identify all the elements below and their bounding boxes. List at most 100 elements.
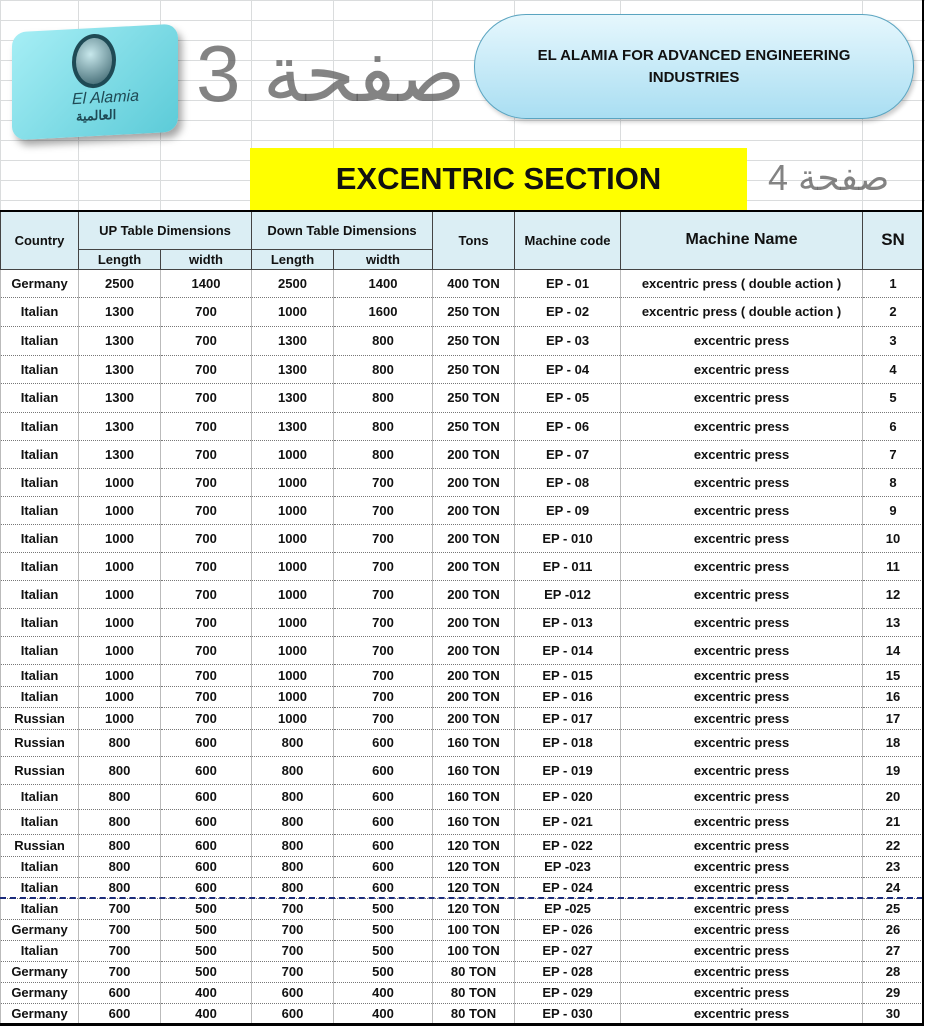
cell-sn: 21 — [862, 808, 925, 835]
cell-machine-code: EP - 08 — [514, 467, 622, 497]
cell-up-length: 800 — [78, 755, 161, 785]
cell-up-length: 800 — [78, 808, 161, 835]
cell-up-length: 700 — [78, 960, 161, 983]
cell-up-length: 1000 — [78, 635, 161, 665]
cell-down-width: 700 — [333, 706, 434, 730]
cell-sn: 9 — [862, 495, 925, 525]
cell-machine-code: EP - 030 — [514, 1002, 622, 1025]
cell-down-length: 800 — [251, 855, 335, 878]
cell-down-width: 600 — [333, 755, 434, 785]
cell-sn: 27 — [862, 939, 925, 962]
cell-country: Russian — [0, 728, 79, 757]
cell-down-length: 1000 — [251, 495, 335, 525]
cell-tons: 200 TON — [432, 551, 516, 581]
cell-down-length: 1000 — [251, 439, 335, 469]
cell-machine-code: EP - 06 — [514, 411, 622, 441]
cell-down-length: 1000 — [251, 551, 335, 581]
page-break-line — [0, 897, 923, 899]
cell-machine-name: excentric press — [620, 1002, 864, 1025]
cell-machine-name: excentric press — [620, 411, 864, 441]
cell-machine-name: excentric press — [620, 808, 864, 835]
table-row: Italian 700 500 700 500 100 TON EP - 027 excent… — [0, 939, 925, 962]
cell-machine-name: excentric press — [620, 855, 864, 878]
cell-machine-code: EP - 011 — [514, 551, 622, 581]
cell-machine-name: excentric press — [620, 876, 864, 899]
cell-tons: 400 TON — [432, 268, 516, 298]
cell-down-length: 1000 — [251, 685, 335, 708]
cell-up-width: 700 — [159, 495, 253, 525]
cell-up-width: 600 — [159, 855, 253, 878]
cell-up-length: 800 — [78, 833, 161, 857]
cell-down-width: 500 — [333, 939, 434, 962]
table-row: Germany 2500 1400 2500 1400 400 TON EP - 01 exc… — [0, 268, 925, 298]
cell-down-width: 1400 — [333, 268, 434, 298]
cell-up-width: 700 — [159, 382, 253, 413]
cell-up-length: 1000 — [78, 523, 161, 553]
cell-down-width: 800 — [333, 411, 434, 441]
cell-tons: 200 TON — [432, 635, 516, 665]
cell-tons: 200 TON — [432, 495, 516, 525]
cell-up-length: 800 — [78, 728, 161, 757]
cell-sn: 6 — [862, 411, 925, 441]
cell-up-length: 1000 — [78, 663, 161, 687]
header-sn: SN — [862, 210, 925, 270]
cell-country: Italian — [0, 685, 79, 708]
cell-machine-name: excentric press — [620, 439, 864, 469]
cell-country: Italian — [0, 876, 79, 899]
cell-down-width: 500 — [333, 918, 434, 941]
header-tons: Tons — [432, 210, 516, 270]
cell-down-length: 1000 — [251, 467, 335, 497]
cell-tons: 200 TON — [432, 467, 516, 497]
cell-down-width: 700 — [333, 579, 434, 609]
header-machine-name: Machine Name — [620, 210, 864, 270]
cell-machine-name: excentric press — [620, 918, 864, 941]
cell-sn: 30 — [862, 1002, 925, 1025]
cell-up-length: 700 — [78, 939, 161, 962]
table-row: Italian 1000 700 1000 700 200 TON EP -012 excen… — [0, 579, 925, 609]
cell-tons: 250 TON — [432, 382, 516, 413]
cell-sn: 7 — [862, 439, 925, 469]
cell-machine-name: excentric press — [620, 382, 864, 413]
cell-machine-name: excentric press — [620, 981, 864, 1004]
header-down-width: width — [333, 248, 434, 270]
cell-country: Russian — [0, 833, 79, 857]
cell-down-length: 700 — [251, 960, 335, 983]
cell-machine-code: EP - 03 — [514, 325, 622, 356]
cell-tons: 250 TON — [432, 325, 516, 356]
cell-tons: 80 TON — [432, 1002, 516, 1025]
cell-machine-code: EP - 022 — [514, 833, 622, 857]
cell-down-length: 1000 — [251, 523, 335, 553]
cell-country: Italian — [0, 663, 79, 687]
table-row: Russian 800 600 800 600 160 TON EP - 019 excent… — [0, 755, 925, 785]
cell-tons: 160 TON — [432, 755, 516, 785]
cell-country: Italian — [0, 607, 79, 637]
cell-tons: 160 TON — [432, 808, 516, 835]
sheet-edge — [922, 0, 924, 1026]
table-row: Italian 800 600 800 600 160 TON EP - 021 excent… — [0, 808, 925, 835]
cell-up-length: 1000 — [78, 706, 161, 730]
cell-down-width: 700 — [333, 523, 434, 553]
cell-down-width: 700 — [333, 551, 434, 581]
table-row: Russian 1000 700 1000 700 200 TON EP - 017 exce… — [0, 706, 925, 730]
cell-sn: 17 — [862, 706, 925, 730]
table-row: Italian 800 600 800 600 120 TON EP - 024 excent… — [0, 876, 925, 899]
cell-sn: 8 — [862, 467, 925, 497]
table-row: Germany 700 500 700 500 100 TON EP - 026 excent… — [0, 918, 925, 941]
cell-sn: 15 — [862, 663, 925, 687]
cell-sn: 5 — [862, 382, 925, 413]
cell-down-length: 1000 — [251, 296, 335, 327]
cell-down-width: 700 — [333, 495, 434, 525]
cell-tons: 250 TON — [432, 411, 516, 441]
header-up-length: Length — [78, 248, 161, 270]
cell-down-length: 1000 — [251, 663, 335, 687]
cell-up-width: 600 — [159, 833, 253, 857]
cell-down-width: 500 — [333, 960, 434, 983]
table-row: Italian 1300 700 1300 800 250 TON EP - 03 excen… — [0, 325, 925, 356]
cell-country: Italian — [0, 325, 79, 356]
cell-machine-code: EP - 019 — [514, 755, 622, 785]
cell-machine-code: EP - 016 — [514, 685, 622, 708]
grid-line — [333, 0, 334, 210]
cell-machine-name: excentric press — [620, 635, 864, 665]
cell-sn: 24 — [862, 876, 925, 899]
table-row: Italian 1000 700 1000 700 200 TON EP - 09 excen… — [0, 495, 925, 525]
